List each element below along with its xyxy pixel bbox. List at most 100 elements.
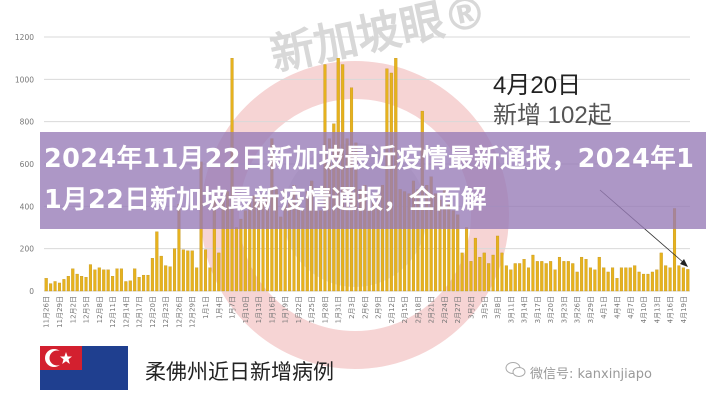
- bar: [509, 269, 513, 292]
- bar: [540, 261, 544, 292]
- banner-title: 2024年11月22日新加坡最近疫情最新通报，2024年11月22日新加坡最新疫…: [44, 144, 695, 215]
- bar: [681, 267, 685, 292]
- bar: [84, 277, 88, 292]
- bar: [597, 256, 601, 292]
- y-tick-label: 800: [20, 118, 35, 127]
- bar: [557, 256, 561, 292]
- bar: [522, 259, 526, 292]
- bar: [513, 263, 517, 292]
- bar: [208, 267, 212, 292]
- y-tick-label: 0: [29, 287, 34, 296]
- x-tick-label: 1月16日: [268, 296, 276, 323]
- bar: [53, 281, 57, 292]
- bar: [487, 263, 491, 292]
- bar: [465, 227, 469, 292]
- bar: [580, 256, 584, 292]
- x-tick-label: 4月7日: [627, 296, 635, 319]
- bar: [128, 280, 132, 292]
- x-tick-label: 1月1日: [202, 296, 210, 319]
- bar: [111, 276, 115, 292]
- bar: [482, 252, 486, 292]
- bar: [504, 265, 508, 292]
- bar: [518, 263, 522, 292]
- bar: [637, 271, 641, 292]
- x-tick-label: 2月21日: [428, 296, 436, 323]
- wechat-watermark: 微信号: kanxinjiapo: [505, 361, 652, 383]
- bar: [119, 268, 123, 292]
- x-tick-label: 1月13日: [255, 296, 263, 323]
- x-tick-label: 12月23日: [162, 296, 170, 328]
- y-tick-label: 400: [20, 202, 35, 211]
- x-tick-label: 3月29日: [587, 296, 595, 323]
- x-tick-label: 12月20日: [149, 296, 157, 328]
- bar: [234, 227, 238, 292]
- bar: [496, 235, 500, 292]
- x-tick-label: 2月27日: [454, 296, 462, 323]
- x-tick-label: 2月24日: [441, 296, 449, 323]
- bar: [57, 282, 62, 292]
- x-tick-label: 3月2日: [467, 296, 475, 319]
- bar: [142, 274, 146, 292]
- bar: [646, 273, 650, 292]
- x-tick-label: 1月22日: [295, 296, 303, 323]
- x-tick-label: 1月25日: [308, 296, 316, 323]
- wechat-label: 微信号: kanxinjiapo: [530, 366, 652, 382]
- x-tick-label: 1月19日: [282, 296, 290, 323]
- x-tick-label: 2月18日: [414, 296, 422, 323]
- bar: [562, 261, 566, 292]
- bar: [500, 252, 504, 292]
- bar: [491, 254, 495, 292]
- bar: [628, 267, 632, 292]
- bar: [575, 271, 579, 292]
- bar: [133, 268, 137, 292]
- bar: [75, 273, 79, 292]
- x-tick-label: 2月9日: [375, 296, 383, 319]
- bar: [164, 265, 168, 292]
- bar: [526, 267, 531, 292]
- bar: [619, 267, 623, 292]
- x-tick-label: 4月13日: [653, 296, 661, 323]
- bar: [531, 254, 535, 292]
- bar: [49, 283, 53, 292]
- bar: [97, 267, 101, 292]
- bar: [239, 218, 243, 292]
- x-tick-label: 2月6日: [361, 296, 369, 319]
- bar: [655, 269, 659, 292]
- bar: [71, 268, 75, 292]
- x-tick-label: 11月29日: [56, 296, 64, 328]
- x-tick-label: 12月8日: [96, 296, 104, 323]
- bar: [115, 268, 119, 292]
- bar: [615, 278, 619, 292]
- bar: [137, 277, 141, 292]
- bar: [195, 267, 199, 292]
- title-banner: 2024年11月22日新加坡最近疫情最新通报，2024年11月22日新加坡最新疫…: [40, 132, 706, 229]
- bar: [633, 265, 637, 292]
- bar: [62, 279, 66, 292]
- bar: [642, 273, 646, 292]
- flag-canton: [40, 346, 82, 370]
- bar: [549, 261, 553, 292]
- bar: [668, 267, 672, 292]
- y-tick-label: 600: [20, 160, 35, 169]
- x-tick-label: 12月26日: [175, 296, 183, 328]
- x-tick-label: 2月15日: [401, 296, 409, 323]
- bar: [588, 267, 592, 292]
- annotation-arrow-head: [680, 259, 688, 267]
- bar: [173, 248, 177, 292]
- bar: [553, 269, 557, 292]
- bar: [593, 269, 597, 292]
- bar: [650, 271, 654, 292]
- y-tick-label: 1200: [15, 33, 34, 42]
- x-tick-label: 1月28日: [321, 296, 329, 323]
- bar: [80, 276, 84, 292]
- wechat-icon: [505, 361, 527, 383]
- bar: [88, 264, 92, 292]
- bar: [146, 274, 150, 292]
- x-tick-label: 1月4日: [215, 296, 223, 319]
- bar: [584, 259, 588, 292]
- bar: [217, 252, 221, 292]
- x-tick-label: 12月5日: [83, 296, 91, 323]
- bar: [181, 249, 185, 292]
- x-tick-label: 3月23日: [560, 296, 568, 323]
- bar: [469, 261, 473, 292]
